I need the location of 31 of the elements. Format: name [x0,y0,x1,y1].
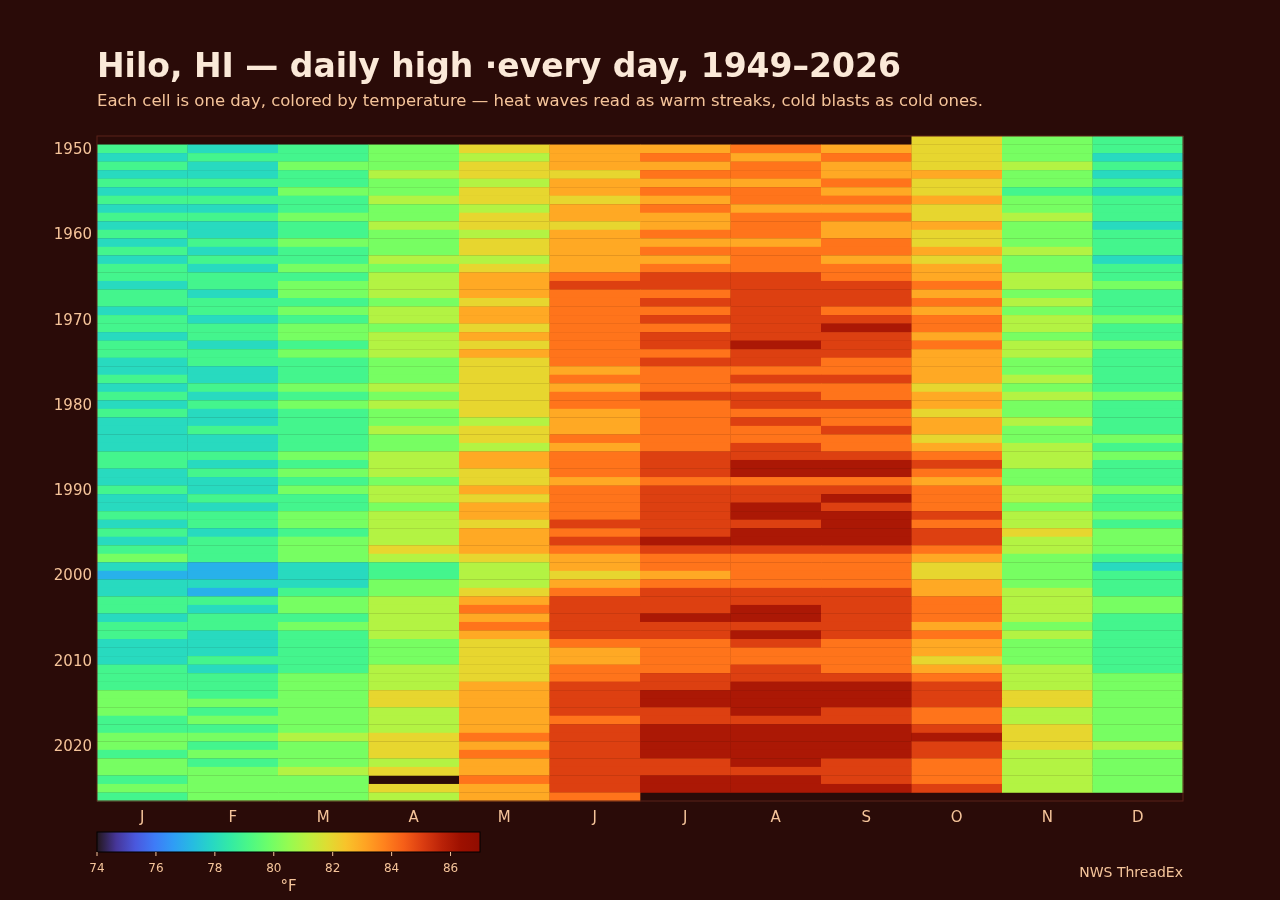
y-tick-label: 2010 [53,651,92,670]
color-bar-label: 84 [383,861,400,875]
x-tick-label: N [1041,808,1053,826]
y-tick-label: 1950 [53,140,92,159]
y-tick-label: 1960 [53,225,92,244]
chart-subtitle: Each cell is one day, colored by temperature — heat waves read as warm streaks, cold blasts as cold ones. [97,91,983,110]
x-tick-label: A [408,808,420,826]
color-bar-label: 82 [325,861,341,875]
chart-title: Hilo, HI — daily high ·every day, 1949–2026 [97,46,901,85]
color-bar-label: 76 [148,861,164,875]
y-tick-label: 1980 [53,395,92,414]
x-tick-label: J [682,808,688,826]
x-tick-label: F [228,808,238,826]
y-tick-label: 1990 [53,481,92,500]
color-bar-label: 80 [266,861,282,875]
y-tick-label: 2020 [53,736,92,755]
y-tick-label: 1970 [53,310,92,329]
text: NWS ThreadEx [1079,864,1183,880]
x-tick-label: O [950,808,963,826]
color-bar-title: °F [280,877,297,895]
color-bar-label: 86 [442,861,459,875]
color-bar-label: 78 [207,861,223,875]
x-tick-label: M [316,808,330,826]
x-tick-label: A [770,808,782,826]
x-tick-label: S [861,808,872,826]
x-tick-label: J [139,808,145,826]
x-tick-label: M [497,808,511,826]
x-tick-label: D [1131,808,1144,826]
y-tick-label: 2000 [53,566,92,585]
color-bar-label: 74 [89,861,105,875]
x-tick-label: J [591,808,597,826]
